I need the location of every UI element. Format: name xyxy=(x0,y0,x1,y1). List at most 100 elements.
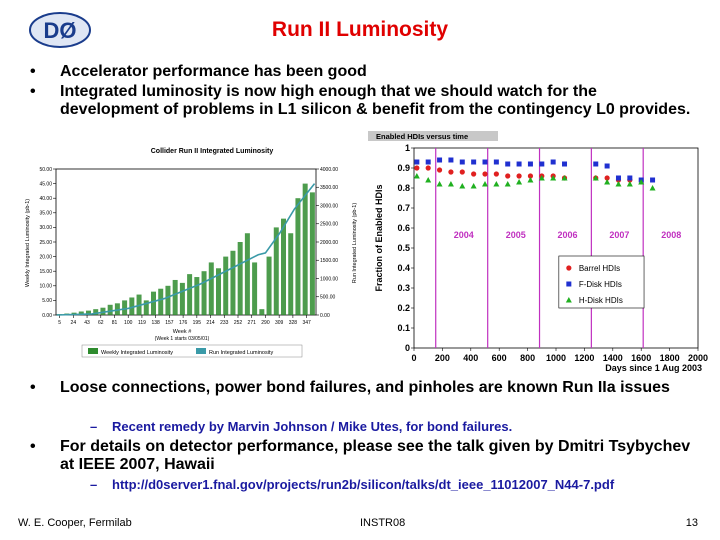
bar xyxy=(208,262,214,315)
x-tick-label: 100 xyxy=(124,320,133,326)
y-tick-label: 40.00 xyxy=(39,196,52,202)
legend-marker xyxy=(565,297,572,303)
footer-venue: INSTR08 xyxy=(360,517,406,529)
x-tick-label: 600 xyxy=(492,353,507,363)
footer-author: W. E. Cooper, Fermilab xyxy=(18,517,132,529)
point xyxy=(604,179,611,185)
point xyxy=(626,181,633,187)
y2-tick-label: 4000.00 xyxy=(320,167,338,173)
year-label: 2005 xyxy=(506,230,526,240)
bar xyxy=(100,307,106,315)
point xyxy=(527,177,534,183)
bar xyxy=(114,303,120,315)
legend-label: Weekly Integrated Luminosity xyxy=(101,350,173,356)
legend-label: H-Disk HDIs xyxy=(579,296,623,305)
bar xyxy=(295,198,301,315)
bar xyxy=(237,242,243,315)
point xyxy=(604,175,610,181)
point xyxy=(539,161,545,167)
y-tick-label: 1 xyxy=(405,143,410,153)
legend-swatch xyxy=(88,348,98,354)
bar xyxy=(266,256,272,315)
point xyxy=(550,175,557,181)
point xyxy=(425,177,432,183)
x-tick-label: 252 xyxy=(234,320,243,326)
y-tick-label: 0.9 xyxy=(397,163,410,173)
y-tick-label: 0 xyxy=(405,343,410,353)
y-tick-label: 0.1 xyxy=(397,323,410,333)
point xyxy=(650,177,656,183)
point xyxy=(538,175,545,181)
point xyxy=(493,171,499,177)
y-tick-label: 25.00 xyxy=(39,240,52,246)
x-tick-label: 2000 xyxy=(688,353,708,363)
legend-label: Run Integrated Luminosity xyxy=(209,350,273,356)
bar xyxy=(93,309,99,315)
bar xyxy=(252,262,258,315)
bar xyxy=(122,300,128,315)
chart-title: Collider Run II Integrated Luminosity xyxy=(151,148,274,155)
x-tick-label: 800 xyxy=(520,353,535,363)
bar xyxy=(86,310,91,315)
point xyxy=(638,179,645,185)
line xyxy=(56,183,316,316)
point xyxy=(436,167,443,173)
year-label: 2006 xyxy=(558,230,578,240)
x-tick-label: 290 xyxy=(261,320,270,326)
point xyxy=(527,161,533,167)
bar xyxy=(187,274,193,315)
bar xyxy=(78,311,84,315)
x-tick-label: 176 xyxy=(179,320,188,326)
y-tick-label: 0.5 xyxy=(397,243,410,253)
bar xyxy=(223,256,229,315)
bar xyxy=(165,285,171,315)
bar xyxy=(309,192,315,315)
y-tick-label: 0.2 xyxy=(397,303,410,313)
point xyxy=(516,173,522,179)
legend-box xyxy=(558,255,645,309)
point xyxy=(471,159,477,165)
point xyxy=(459,169,465,175)
point xyxy=(562,161,568,167)
y-tick-label: 50.00 xyxy=(39,167,52,173)
y-tick-label: 0.3 xyxy=(397,283,410,293)
y-tick-label: 30.00 xyxy=(39,225,52,231)
x-axis-note: (Week 1 starts 03/05/01) xyxy=(155,336,210,342)
point xyxy=(493,159,499,165)
point xyxy=(413,173,420,179)
year-label: 2008 xyxy=(661,230,681,240)
x-tick-label: 195 xyxy=(193,320,202,326)
bullet-text: Accelerator performance has been good xyxy=(60,63,367,80)
bar xyxy=(230,250,236,315)
bar xyxy=(273,227,279,315)
point xyxy=(604,163,610,169)
bar xyxy=(216,268,221,315)
legend-box xyxy=(81,344,303,358)
x-tick-label: 400 xyxy=(463,353,478,363)
y2-tick-label: 1000.00 xyxy=(320,276,338,282)
point xyxy=(505,161,511,167)
x-tick-label: 1600 xyxy=(631,353,651,363)
x-tick-label: 24 xyxy=(71,320,77,326)
x-tick-label: 214 xyxy=(206,320,215,326)
point xyxy=(470,183,477,189)
bar xyxy=(201,271,207,315)
title-bar xyxy=(368,131,498,141)
sub-bullet-text: Recent remedy by Marvin Johnson / Mike U… xyxy=(112,419,513,434)
y-tick-label: 0.8 xyxy=(397,183,410,193)
year-label: 2004 xyxy=(454,230,474,240)
y2-tick-label: 2000.00 xyxy=(320,240,338,246)
y-tick-label: 45.00 xyxy=(39,181,52,187)
y-tick-label: 0.7 xyxy=(397,203,410,213)
bullet-text: For details on detector performance, ple… xyxy=(60,438,691,473)
bar xyxy=(194,277,200,315)
point xyxy=(527,173,534,179)
point xyxy=(414,159,420,165)
y2-tick-label: 3000.00 xyxy=(320,203,338,209)
point xyxy=(425,159,431,165)
y2-tick-label: 500.00 xyxy=(320,295,336,301)
point xyxy=(482,159,488,165)
bar xyxy=(281,218,286,315)
point xyxy=(615,175,621,181)
point xyxy=(459,183,466,189)
